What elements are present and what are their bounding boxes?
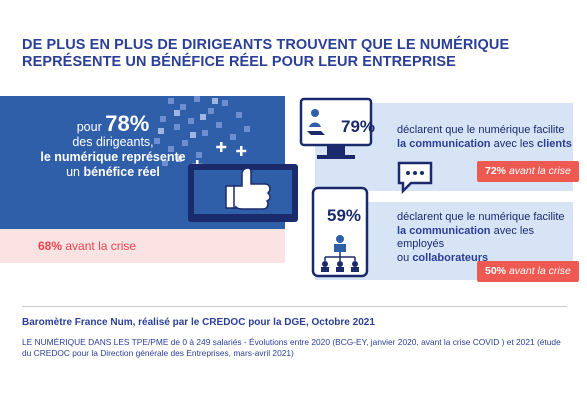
source-main: Baromètre France Num, réalisé par le CRE…: [22, 317, 375, 328]
thumbs-up-monitor-icon: [188, 164, 298, 222]
right-bottom-before-label: avant la crise: [508, 265, 571, 277]
right-bottom-text-or: ou: [397, 251, 410, 264]
right-top-text: déclarent que le numérique facilite la c…: [397, 124, 577, 151]
right-bottom-text-1: déclarent que le numérique facilite: [397, 211, 565, 223]
right-bottom-text-bold-1: la communication: [397, 224, 491, 237]
title-line-1: DE PLUS EN PLUS DE DIRIGEANTS TROUVENT Q…: [22, 37, 510, 53]
right-bottom-before-crisis-badge: 50% avant la crise: [477, 261, 579, 282]
right-bottom-before-value: 50%: [485, 265, 507, 277]
left-line-3-bold: bénéfice réel: [83, 165, 160, 179]
chat-bubble-icon: [397, 161, 433, 194]
left-stat-text: pour 78% des dirigeants, le numérique re…: [28, 113, 198, 180]
source-detail: LE NUMÉRIQUE DANS LES TPE/PME de 0 à 249…: [22, 337, 561, 358]
right-top-text-mid: avec les: [493, 137, 534, 150]
right-bottom-text-bold-2: collaborateurs: [412, 251, 489, 264]
right-top-text-1: déclarent que le numérique facilite: [397, 124, 565, 136]
right-top-percent: 79%: [341, 117, 376, 136]
right-top-text-bold-2: clients: [537, 137, 572, 150]
pour-label: pour: [76, 120, 102, 134]
right-top-before-value: 72%: [485, 165, 507, 177]
left-percent: 78%: [105, 111, 150, 136]
left-before-crisis: 68% avant la crise: [38, 239, 136, 253]
title-line-2: REPRÉSENTE UN BÉNÉFICE RÉEL POUR LEUR EN…: [22, 54, 456, 70]
right-bottom-text-mid: avec les employés: [397, 224, 534, 251]
tablet-team-icon: [311, 186, 369, 278]
page-title: DE PLUS EN PLUS DE DIRIGEANTS TROUVENT Q…: [22, 37, 567, 71]
right-bottom-percent: 59%: [327, 206, 362, 225]
left-before-value: 68%: [38, 239, 63, 253]
right-top-before-crisis-badge: 72% avant la crise: [477, 161, 579, 182]
left-line-1: des dirigeants,: [72, 135, 154, 149]
right-top-text-bold-1: la communication: [397, 137, 491, 150]
right-top-before-label: avant la crise: [508, 165, 571, 177]
left-line-2: le numérique représente: [40, 150, 186, 164]
right-bottom-text: déclarent que le numérique facilite la c…: [397, 211, 577, 265]
source-divider: [22, 306, 567, 307]
left-before-label: avant la crise: [65, 239, 137, 253]
laptop-handshake-icon: [299, 97, 373, 159]
left-before-crisis-band: [0, 229, 285, 263]
left-line-3-prefix: un: [66, 165, 80, 179]
